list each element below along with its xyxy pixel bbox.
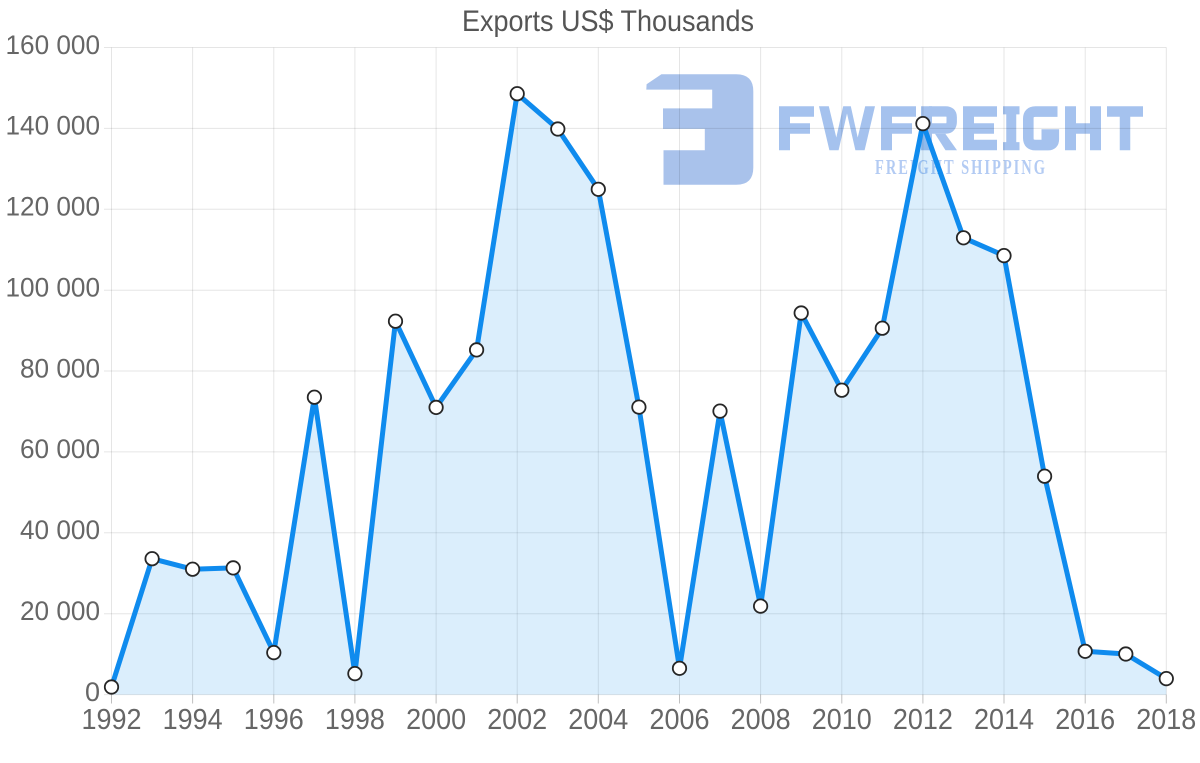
svg-text:1996: 1996 [244, 704, 304, 736]
svg-text:2012: 2012 [893, 704, 953, 736]
svg-text:1994: 1994 [163, 704, 223, 736]
svg-text:FREIGHT SHIPPING: FREIGHT SHIPPING [875, 155, 1047, 179]
svg-text:2010: 2010 [812, 704, 872, 736]
svg-text:0: 0 [85, 677, 100, 707]
svg-text:160 000: 160 000 [6, 30, 101, 60]
svg-text:140 000: 140 000 [6, 111, 101, 141]
svg-text:2014: 2014 [974, 704, 1034, 736]
svg-text:2016: 2016 [1055, 704, 1115, 736]
svg-text:2002: 2002 [487, 704, 547, 736]
svg-text:120 000: 120 000 [6, 192, 101, 222]
svg-text:2004: 2004 [568, 704, 628, 736]
svg-text:2000: 2000 [406, 704, 466, 736]
svg-text:2008: 2008 [731, 704, 791, 736]
svg-text:40 000: 40 000 [20, 515, 100, 545]
svg-text:1998: 1998 [325, 704, 385, 736]
svg-text:100 000: 100 000 [6, 273, 101, 303]
svg-text:60 000: 60 000 [20, 434, 100, 464]
svg-text:1992: 1992 [82, 704, 142, 736]
svg-text:80 000: 80 000 [20, 353, 100, 383]
svg-text:2018: 2018 [1136, 704, 1196, 736]
svg-text:2006: 2006 [650, 704, 710, 736]
svg-text:Exports US$ Thousands: Exports US$ Thousands [462, 5, 754, 38]
svg-text:20 000: 20 000 [20, 596, 100, 626]
